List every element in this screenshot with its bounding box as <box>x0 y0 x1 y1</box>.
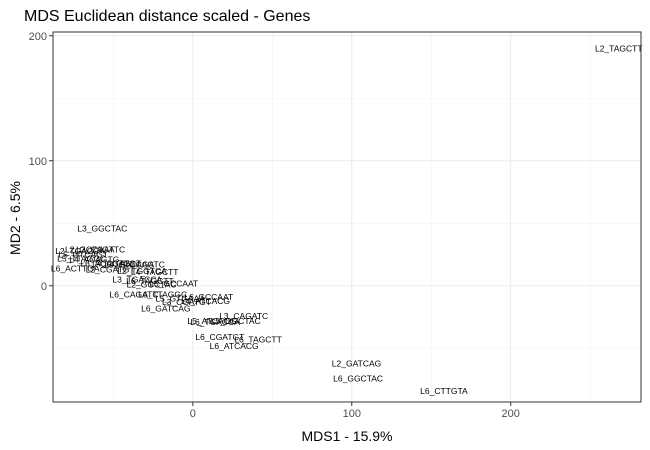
point-label: L4_GATCAG <box>105 260 154 270</box>
point-label: L6_CTTGTA <box>420 386 468 396</box>
x-tick-label: 200 <box>502 408 520 420</box>
point-label: L6_GGCTAC <box>333 373 383 383</box>
point-label: L4_ATCACG <box>181 296 230 306</box>
point-label: L6_ACAGTG <box>80 258 130 268</box>
point-label: L5_GTCAGT <box>58 250 108 260</box>
point-label: L4_TAGCTT <box>131 267 179 277</box>
y-tick-label: 100 <box>29 156 47 168</box>
point-label: L5_TTAGGC <box>57 253 106 263</box>
point-label: L5_GCCAAT <box>149 278 198 288</box>
x-axis: 0 100 200 <box>190 402 520 420</box>
point-label: L2_CGATGT <box>86 265 135 275</box>
point-label: L2_TAGCTT <box>595 43 643 53</box>
point-label: L2_GATCAG <box>332 358 381 368</box>
point-label: L2_CAGATC <box>76 245 125 255</box>
point-label: L6_TTAGGC <box>138 290 187 300</box>
point-label: L2_GGCTAC <box>127 280 177 290</box>
plot-panel <box>53 32 641 402</box>
point-label: L6_GATCAG <box>141 303 190 313</box>
y-axis-title: MD2 - 6.5% <box>7 181 23 255</box>
x-tick-label: 100 <box>343 408 361 420</box>
point-label: L2_TGGTCA <box>117 266 167 276</box>
point-label: L6_ACTTGA <box>51 263 100 273</box>
point-label: L6_ATCACG <box>210 341 259 351</box>
y-tick-label: 0 <box>41 281 47 293</box>
point-label: L5_GGCTAC <box>211 316 261 326</box>
point-label: L4_CGATGT <box>92 258 141 268</box>
point-label: L3_TGACCA <box>112 275 162 285</box>
y-axis: 0 100 200 <box>29 31 53 293</box>
point-label: L3_CGATGT <box>162 297 211 307</box>
point-label: L3_CAGATC <box>219 311 268 321</box>
x-axis-title: MDS1 - 15.9% <box>301 428 392 444</box>
point-label: L2_GCCAAT <box>65 245 114 255</box>
point-label: L5_CAGATC <box>116 260 165 270</box>
point-labels: L2_TAGCTTL3_GGCTACL2_TGACCAL2_GCCAATL2_C… <box>51 31 643 403</box>
point-label: L6_GCCAAT <box>184 292 233 302</box>
y-tick-label: 200 <box>29 31 47 43</box>
point-label: L5_ATCACG <box>187 316 236 326</box>
panel-background <box>53 32 641 402</box>
point-label: L6_CAGATC <box>110 290 159 300</box>
point-label: L6_CGATGT <box>195 332 244 342</box>
point-label: L4_ACAGTG <box>69 255 119 265</box>
panel-border <box>52 31 642 403</box>
point-label: L3_GGCTAC <box>77 223 127 233</box>
point-label: L2_TGACCA <box>55 246 105 256</box>
chart-title: MDS Euclidean distance scaled - Genes <box>24 8 310 25</box>
point-label: L5_GTGAAA <box>155 293 205 303</box>
x-tick-label: 0 <box>190 408 196 420</box>
point-label: L6_TAGCTT <box>234 335 282 345</box>
point-label: L6_TGACCA <box>190 317 240 327</box>
point-label: L6_TAGCTT <box>126 276 174 286</box>
